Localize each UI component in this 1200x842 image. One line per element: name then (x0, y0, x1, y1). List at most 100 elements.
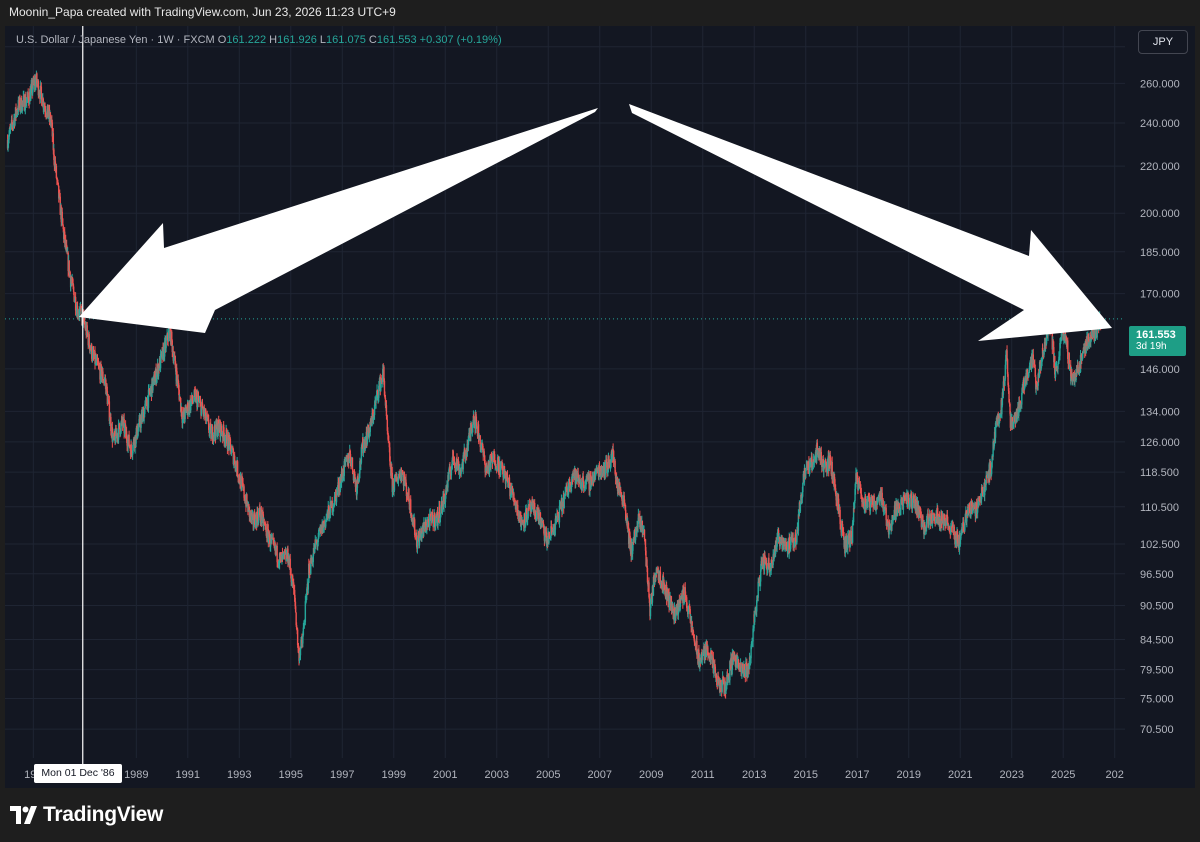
candle-body (329, 517, 331, 519)
candle-body (260, 509, 263, 523)
candle-body (612, 448, 614, 451)
candle-body (415, 536, 418, 547)
candle-body (508, 477, 511, 486)
candle-body (1057, 363, 1059, 370)
candle-body (1007, 374, 1009, 386)
candle-body (1001, 405, 1003, 415)
candle-body (964, 522, 966, 531)
candle-body (307, 582, 310, 590)
x-tick-label: 1997 (330, 769, 354, 781)
candle-body (184, 407, 186, 420)
candle-body (397, 476, 400, 481)
candle-body (1028, 365, 1031, 370)
candle-body (88, 334, 90, 346)
y-tick-label: 90.500 (1140, 601, 1174, 613)
y-tick-label: 240.000 (1140, 118, 1180, 130)
candle-body (614, 460, 616, 475)
price-axis: 280.000260.000240.000220.000200.000185.0… (1140, 42, 1180, 736)
candle-body (438, 506, 441, 522)
candle-body (251, 516, 253, 520)
candle-body (136, 435, 139, 438)
candle-body (523, 513, 526, 526)
candle-body (433, 512, 436, 528)
candle-body (52, 133, 55, 151)
x-tick-label: 2021 (948, 769, 972, 781)
candle-body (721, 680, 723, 692)
legend-low-label: L (319, 34, 327, 46)
candle-body (621, 495, 623, 499)
candle-body (230, 452, 233, 455)
candle-body (183, 410, 185, 418)
candle-body (663, 582, 665, 585)
time-axis: 1981989199119931995199719992001200320052… (24, 769, 1124, 781)
candle-body (714, 666, 717, 677)
candle-body (756, 599, 758, 612)
chart-svg[interactable]: 280.000260.000240.000220.000200.000185.0… (5, 26, 1195, 788)
candle-body (328, 506, 330, 511)
candle-body (37, 81, 40, 96)
bar-countdown: 3d 19h (1136, 341, 1167, 352)
candle-body (1016, 410, 1019, 420)
candle-body (724, 681, 726, 692)
candle-body (929, 514, 931, 517)
candle-body (797, 514, 800, 531)
candle-body (325, 519, 327, 527)
candle-body (548, 535, 550, 543)
candle-body (267, 529, 270, 544)
y-tick-label: 96.500 (1140, 569, 1174, 581)
candle-body (808, 461, 810, 471)
candle-body (44, 111, 47, 115)
candle-body (974, 503, 977, 517)
candle-body (118, 423, 121, 429)
candle-body (584, 485, 586, 489)
candle-body (45, 114, 47, 116)
candle-body (36, 73, 38, 84)
candle-body (201, 402, 204, 409)
candle-body (788, 536, 791, 551)
candle-body (991, 456, 993, 468)
candle-body (759, 569, 762, 582)
candle-body (130, 444, 132, 451)
candle-body (236, 461, 239, 477)
candle-body (1087, 333, 1090, 346)
candle-body (366, 434, 369, 444)
candle-body (1081, 358, 1083, 361)
candle-body (676, 608, 678, 611)
candle-body (349, 454, 352, 463)
candle-body (293, 589, 296, 597)
watermark-text: Moonin_Papa created with TradingView.com… (9, 5, 396, 19)
candle-body (136, 425, 138, 438)
candle-body (1006, 350, 1008, 360)
last-price-label: 161.553 3d 19h (1129, 326, 1186, 356)
candle-body (820, 451, 822, 464)
candle-body (294, 606, 297, 613)
x-tick-label: 2003 (485, 769, 509, 781)
candle-body (432, 519, 435, 528)
candle-body (302, 634, 304, 644)
candle-body (925, 519, 928, 527)
candle-body (750, 642, 753, 647)
candle-body (620, 489, 622, 494)
y-tick-label: 75.000 (1140, 693, 1174, 705)
chart-panel[interactable]: 280.000260.000240.000220.000200.000185.0… (5, 26, 1195, 788)
candle-body (735, 664, 737, 668)
candle-body (787, 543, 789, 554)
candle-body (217, 420, 220, 432)
tradingview-logo[interactable]: TradingView (10, 803, 163, 827)
candle-body (339, 478, 342, 490)
candle-body (299, 647, 302, 656)
candle-body (209, 423, 212, 426)
candle-body (851, 523, 854, 543)
candle-body (776, 532, 779, 538)
candle-body (1092, 333, 1094, 338)
candle-body (906, 503, 909, 508)
candle-body (912, 495, 914, 499)
y-tick-label: 70.500 (1140, 724, 1174, 736)
candle-body (975, 503, 978, 514)
currency-button[interactable]: JPY (1138, 30, 1188, 54)
candle-body (1004, 378, 1006, 386)
candle-body (839, 509, 841, 524)
candle-body (983, 491, 986, 496)
candle-body (760, 561, 762, 570)
candle-body (312, 553, 314, 563)
